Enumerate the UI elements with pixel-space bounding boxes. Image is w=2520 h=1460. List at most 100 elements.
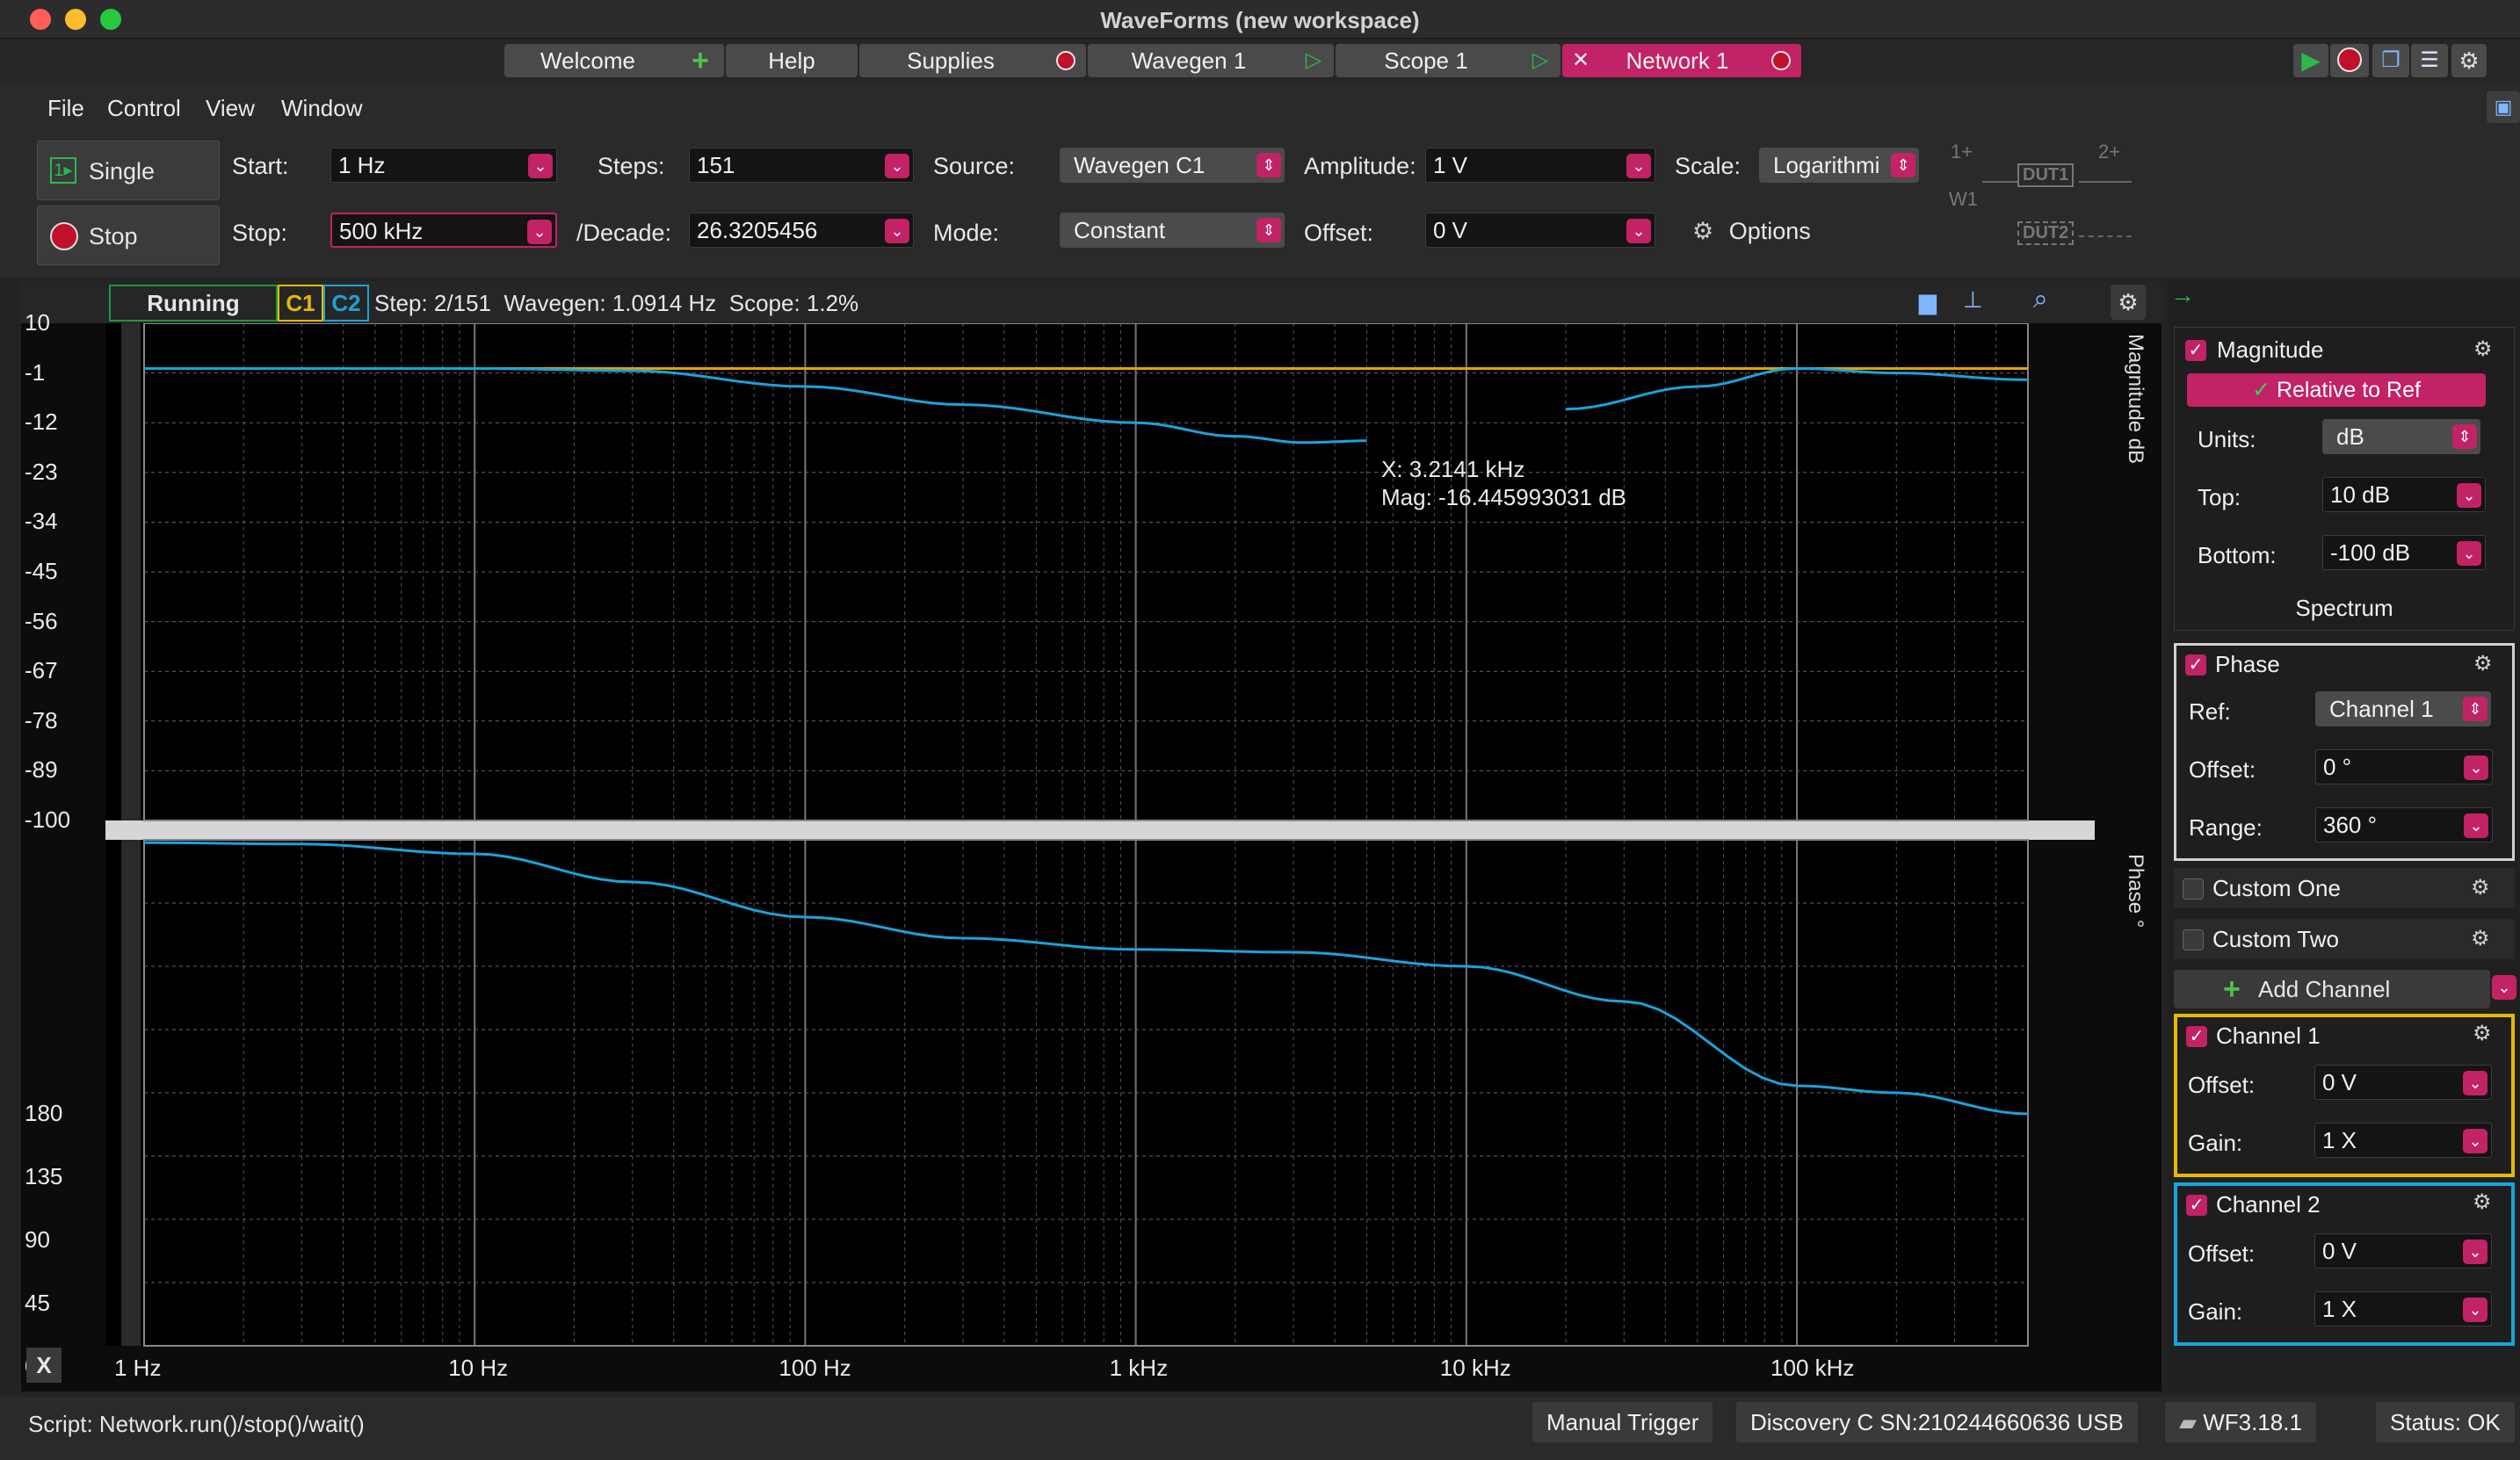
phase-title: Phase bbox=[2215, 651, 2280, 678]
record-icon[interactable] bbox=[1051, 44, 1081, 77]
ch2-offset-field[interactable]: 0 V ⌄ bbox=[2314, 1233, 2492, 1268]
ch1-offset-field[interactable]: 0 V ⌄ bbox=[2314, 1065, 2492, 1100]
stop-field[interactable]: 500 kHz ⌄ bbox=[330, 213, 557, 248]
channel-1-checkbox[interactable]: ✓ bbox=[2186, 1026, 2207, 1047]
chevron-down-icon[interactable]: ⌄ bbox=[2457, 483, 2481, 508]
magnitude-tick-label: -56 bbox=[25, 608, 58, 635]
settings-gear-icon[interactable]: ⚙ bbox=[2451, 44, 2487, 77]
chevron-down-icon[interactable]: ⌄ bbox=[1626, 219, 1651, 243]
chevron-down-icon[interactable]: ⌄ bbox=[2464, 813, 2488, 838]
c2-badge[interactable]: C2 bbox=[323, 285, 369, 322]
top-field[interactable]: 10 dB ⌄ bbox=[2322, 477, 2486, 512]
mode-select[interactable]: Constant ⇕ bbox=[1060, 213, 1285, 248]
menu-view[interactable]: View bbox=[206, 95, 255, 122]
start-field[interactable]: 1 Hz ⌄ bbox=[330, 148, 557, 183]
play-icon[interactable]: ▷ bbox=[1525, 44, 1555, 77]
collapse-arrow-icon[interactable]: → bbox=[2170, 281, 2195, 309]
single-run-icon: 1▸ bbox=[50, 157, 76, 184]
chevron-down-icon[interactable]: ⌄ bbox=[885, 154, 909, 178]
ch1-gain-field[interactable]: 1 X ⌄ bbox=[2314, 1123, 2492, 1158]
chevron-down-icon[interactable]: ⌄ bbox=[885, 219, 909, 243]
stop-all-button[interactable] bbox=[2330, 44, 2369, 77]
stop-button[interactable]: Stop bbox=[37, 206, 220, 265]
add-channel-button[interactable]: + Add Channel ⌄ bbox=[2174, 970, 2490, 1008]
single-button[interactable]: 1▸ Single bbox=[37, 141, 220, 200]
relative-label: Relative to Ref bbox=[2277, 378, 2421, 402]
status-ok: Status: OK bbox=[2376, 1402, 2515, 1442]
zoom-icon[interactable]: ⌕ bbox=[2033, 285, 2048, 314]
tab-scope[interactable]: Scope 1 ▷ bbox=[1336, 44, 1561, 77]
source-select[interactable]: Wavegen C1 ⇕ bbox=[1060, 148, 1285, 183]
channel-2-checkbox[interactable]: ✓ bbox=[2186, 1195, 2207, 1216]
run-all-button[interactable]: ▶ bbox=[2293, 44, 2328, 77]
range-field[interactable]: 360 ° ⌄ bbox=[2315, 807, 2493, 842]
menu-control[interactable]: Control bbox=[107, 95, 181, 122]
plot-status-bar: Running C1 C2 Step: 2/151 Wavegen: 1.091… bbox=[21, 281, 2162, 323]
gear-icon[interactable]: ⚙ bbox=[2471, 875, 2490, 900]
tile-windows-icon[interactable]: ☰ bbox=[2411, 44, 2448, 77]
tab-label: Network 1 bbox=[1580, 44, 1775, 77]
phase-tick-label: 90 bbox=[25, 1226, 50, 1254]
add-tab-icon[interactable]: + bbox=[685, 44, 715, 77]
menu-window[interactable]: Window bbox=[281, 95, 362, 122]
record-icon[interactable] bbox=[1766, 44, 1796, 77]
chevron-down-icon[interactable]: ⌄ bbox=[2464, 755, 2488, 780]
channel-1-title: Channel 1 bbox=[2216, 1023, 2321, 1050]
units-select[interactable]: dB ⇕ bbox=[2322, 419, 2480, 454]
tab-help[interactable]: Help bbox=[726, 44, 858, 77]
bottom-field[interactable]: -100 dB ⌄ bbox=[2322, 535, 2486, 570]
tab-supplies[interactable]: Supplies bbox=[859, 44, 1086, 77]
magnitude-tick-label: -23 bbox=[25, 459, 58, 486]
magnitude-checkbox[interactable]: ✓ bbox=[2185, 340, 2206, 361]
chevron-down-icon[interactable]: ⌄ bbox=[1626, 154, 1651, 178]
version-button[interactable]: ▰ WF3.18.1 bbox=[2165, 1402, 2316, 1442]
gear-icon[interactable]: ⚙ bbox=[2473, 651, 2493, 676]
tab-network[interactable]: ✕ Network 1 bbox=[1562, 44, 1801, 77]
gear-icon[interactable]: ⚙ bbox=[2473, 1189, 2492, 1215]
top-label: Top: bbox=[2198, 484, 2241, 511]
ch2-gain-field[interactable]: 1 X ⌄ bbox=[2314, 1291, 2492, 1326]
custom-two-checkbox[interactable] bbox=[2183, 929, 2204, 950]
device-button[interactable]: Discovery C SN:210244660636 USB bbox=[1736, 1402, 2138, 1442]
ref-select[interactable]: Channel 1 ⇕ bbox=[2315, 691, 2491, 726]
chevron-down-icon[interactable]: ⌄ bbox=[2463, 1240, 2487, 1264]
play-icon: ▶ bbox=[2301, 47, 2321, 74]
chevron-down-icon[interactable]: ⌄ bbox=[2463, 1129, 2487, 1153]
x-axis-button[interactable]: X bbox=[26, 1348, 62, 1383]
decade-field[interactable]: 26.3205456 ⌄ bbox=[689, 213, 914, 248]
manual-trigger-button[interactable]: Manual Trigger bbox=[1532, 1402, 1713, 1442]
cascade-windows-icon[interactable]: ❐ bbox=[2372, 44, 2409, 77]
plot-splitter[interactable] bbox=[105, 820, 2095, 840]
gear-icon[interactable]: ⚙ bbox=[2471, 926, 2490, 951]
play-icon[interactable]: ▷ bbox=[1299, 44, 1329, 77]
export-icon[interactable]: ▆ bbox=[1919, 288, 1937, 315]
range-label: Range: bbox=[2189, 814, 2263, 842]
chevron-down-icon[interactable]: ⌄ bbox=[2492, 975, 2516, 1000]
scale-select[interactable]: Logarithmi ⇕ bbox=[1759, 148, 1919, 183]
tab-welcome[interactable]: Welcome + bbox=[504, 44, 724, 77]
dock-panel-icon[interactable]: ▣ bbox=[2487, 91, 2520, 123]
relative-to-ref-button[interactable]: ✓ Relative to Ref bbox=[2187, 373, 2486, 407]
amplitude-field[interactable]: 1 V ⌄ bbox=[1425, 148, 1655, 183]
tab-wavegen[interactable]: Wavegen 1 ▷ bbox=[1088, 44, 1334, 77]
steps-field[interactable]: 151 ⌄ bbox=[689, 148, 914, 183]
options-button[interactable]: ⚙ Options bbox=[1692, 218, 1811, 245]
cursor-icon[interactable]: ⊥ bbox=[1963, 286, 1983, 314]
chevron-down-icon[interactable]: ⌄ bbox=[2463, 1071, 2487, 1095]
chevron-down-icon[interactable]: ⌄ bbox=[527, 220, 552, 244]
phase-offset-field[interactable]: 0 ° ⌄ bbox=[2315, 749, 2493, 784]
spectrum-button[interactable]: Spectrum bbox=[2175, 595, 2514, 622]
phase-checkbox[interactable]: ✓ bbox=[2185, 654, 2206, 676]
gear-icon[interactable]: ⚙ bbox=[2473, 1021, 2492, 1046]
plot-settings-gear-icon[interactable]: ⚙ bbox=[2111, 285, 2146, 320]
gear-icon[interactable]: ⚙ bbox=[2473, 336, 2493, 362]
chevron-down-icon[interactable]: ⌄ bbox=[2457, 541, 2481, 566]
bode-plot[interactable] bbox=[105, 323, 2126, 1351]
chevron-down-icon[interactable]: ⌄ bbox=[528, 154, 553, 178]
custom-one-checkbox[interactable] bbox=[2183, 878, 2204, 900]
chevron-down-icon[interactable]: ⌄ bbox=[2463, 1297, 2487, 1322]
menu-file[interactable]: File bbox=[47, 95, 84, 122]
phase-tick-label: 180 bbox=[25, 1100, 62, 1127]
c1-badge[interactable]: C1 bbox=[278, 285, 323, 322]
offset-field[interactable]: 0 V ⌄ bbox=[1425, 213, 1655, 248]
